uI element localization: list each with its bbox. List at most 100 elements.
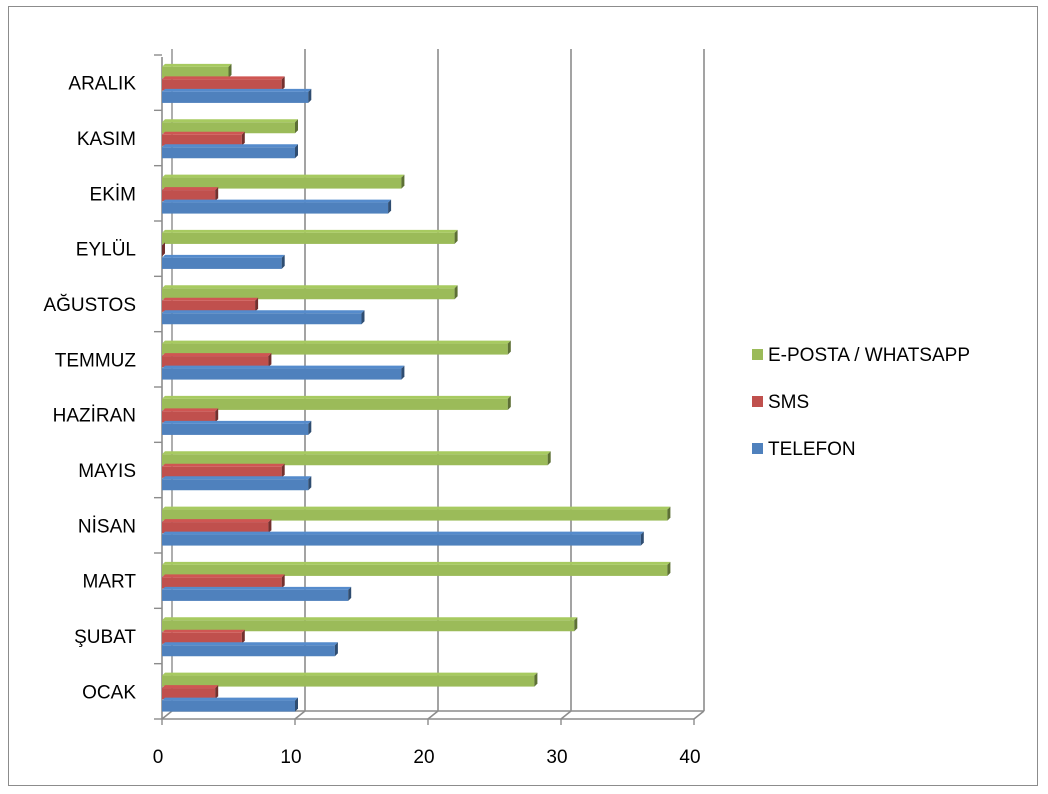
legend-label: TELEFON <box>768 439 856 460</box>
bar-front-face <box>162 632 242 644</box>
bar-end-face <box>268 353 272 368</box>
bar-front-face <box>162 300 256 312</box>
bar-top-face <box>162 408 219 412</box>
bar-top-face <box>162 561 671 565</box>
bar-end-face <box>241 131 245 146</box>
bar-top-face <box>162 420 312 424</box>
bar-front-face <box>162 147 296 159</box>
bar-top-face <box>162 642 338 646</box>
bar-top-face <box>162 476 312 480</box>
legend-item: TELEFON <box>752 439 856 460</box>
bar-sms-eki̇m <box>162 187 219 202</box>
bar-end-face <box>295 144 298 159</box>
bar-e-posta-whatsapp-kasim <box>162 119 298 134</box>
bar-end-face <box>295 119 298 134</box>
bar-front-face <box>162 66 229 78</box>
y-tick-label: NİSAN <box>78 516 136 537</box>
bar-end-face <box>401 365 405 380</box>
bar-top-face <box>162 697 298 701</box>
bar-end-face <box>361 310 365 325</box>
bar-front-face <box>162 177 402 189</box>
bar-top-face <box>162 88 312 92</box>
legend-swatch <box>752 349 763 360</box>
bar-top-face <box>162 685 219 689</box>
bar-front-face <box>162 411 216 423</box>
bar-end-face <box>215 408 219 423</box>
bar-top-face <box>162 199 392 203</box>
bar-front-face <box>162 313 362 325</box>
bar-top-face <box>162 629 245 633</box>
legend-label: SMS <box>768 392 809 413</box>
bar-front-face <box>162 522 269 534</box>
y-tick-label: AĞUSTOS <box>43 294 136 316</box>
bar-front-face <box>162 454 548 466</box>
bar-end-face <box>667 561 671 576</box>
bar-end-face <box>281 76 285 91</box>
bar-telefon-ni̇san <box>162 531 644 546</box>
bar-top-face <box>162 285 458 289</box>
x-tick-label: 10 <box>280 747 301 768</box>
bar-front-face <box>162 356 269 368</box>
bar-front-face <box>162 190 216 202</box>
bar-telefon-temmuz <box>162 365 405 380</box>
x-tick-label: 40 <box>679 747 700 768</box>
bar-front-face <box>162 368 402 380</box>
labels-layer: OCAK ŞUBAT MART NİSAN MAYIS HAZİRAN TEMMUZ AĞUS… <box>43 74 700 768</box>
bar-end-face <box>401 174 405 189</box>
floor-gridline <box>161 710 173 720</box>
bar-end-face <box>534 672 538 687</box>
bar-front-face <box>162 564 668 576</box>
bar-top-face <box>162 229 458 233</box>
bar-top-face <box>162 144 298 148</box>
bar-front-face <box>162 288 455 300</box>
bar-front-face <box>162 343 508 355</box>
bar-end-face <box>507 340 511 355</box>
bar-e-posta-whatsapp-ni̇san <box>162 506 671 521</box>
bar-front-face <box>162 232 455 244</box>
bar-front-face <box>162 398 508 410</box>
y-tick-label: ARALIK <box>68 74 136 95</box>
bar-sms-mayis <box>162 463 285 478</box>
bar-top-face <box>162 463 285 467</box>
y-tick-label: EKİM <box>90 184 136 205</box>
bar-end-face <box>215 685 219 700</box>
bar-telefon-eylül <box>162 254 285 269</box>
bar-top-face <box>162 519 272 523</box>
bar-top-face <box>162 395 511 399</box>
bar-top-face <box>162 187 219 191</box>
x-tick-label: 0 <box>153 747 164 768</box>
floor-gridline <box>427 710 439 720</box>
bar-sms-ağustos <box>162 297 259 312</box>
bar-top-face <box>162 586 352 590</box>
bars-layer <box>162 63 671 712</box>
bar-e-posta-whatsapp-ocak <box>162 672 538 687</box>
bar-telefon-şubat <box>162 642 338 657</box>
bar-top-face <box>162 119 298 123</box>
bar-front-face <box>162 577 282 589</box>
bar-front-face <box>162 675 535 687</box>
bar-top-face <box>162 63 232 67</box>
bar-sms-hazi̇ran <box>162 408 219 423</box>
bar-sms-temmuz <box>162 353 272 368</box>
legend: E-POSTA / WHATSAPP SMS TELEFON <box>752 345 970 460</box>
bar-end-face <box>228 63 232 78</box>
bar-front-face <box>162 645 335 657</box>
bar-sms-aralik <box>162 76 285 91</box>
bar-front-face <box>162 423 309 435</box>
legend-swatch <box>752 396 763 407</box>
bar-sms-mart <box>162 574 285 589</box>
bar-end-face <box>308 476 312 491</box>
bar-e-posta-whatsapp-şubat <box>162 617 578 632</box>
bar-top-face <box>162 310 365 314</box>
bar-end-face <box>454 229 458 244</box>
bar-top-face <box>162 672 538 676</box>
bar-top-face <box>162 254 285 258</box>
bar-end-face <box>281 574 285 589</box>
bar-top-face <box>162 506 671 510</box>
bar-e-posta-whatsapp-eki̇m <box>162 174 405 189</box>
bar-telefon-kasim <box>162 144 298 159</box>
bar-end-face <box>281 463 285 478</box>
y-tick-label: MART <box>83 572 137 593</box>
bar-telefon-mayis <box>162 476 312 491</box>
